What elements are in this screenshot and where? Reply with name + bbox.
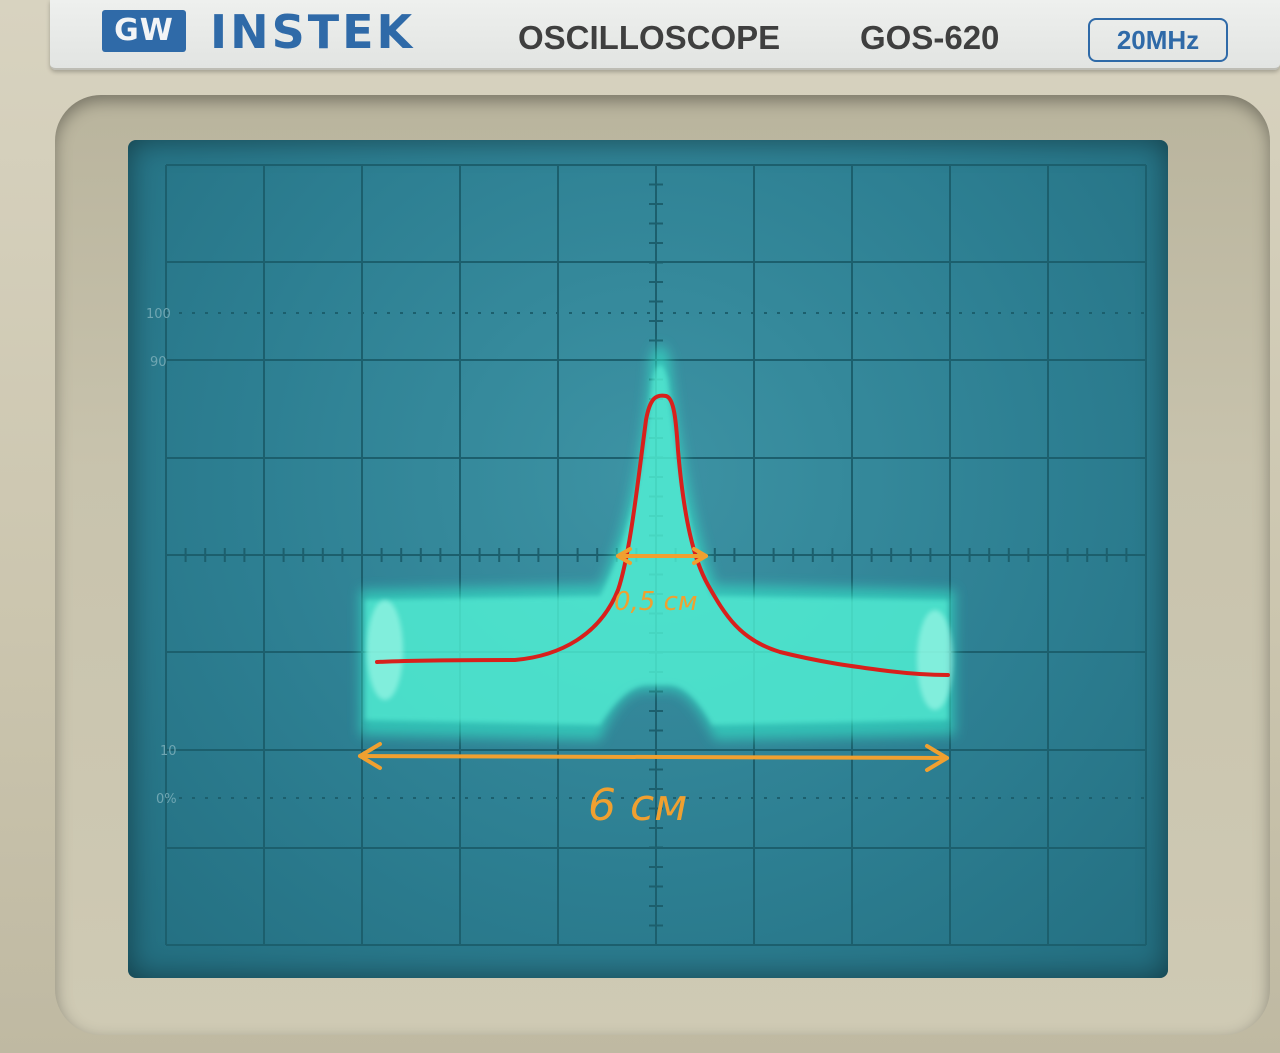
gw-logo: GW	[102, 10, 186, 52]
scale-label-0: 0%	[156, 792, 177, 807]
peak-width-label: 0,5 см	[614, 587, 698, 617]
model-label: GOS-620	[860, 19, 1000, 56]
scale-label-100: 100	[146, 307, 171, 322]
instek-logo: INSTEK	[210, 5, 416, 59]
span-width-arrow	[358, 742, 949, 772]
bandwidth-badge: 20MHz	[1088, 18, 1228, 62]
scale-label-90: 90	[150, 355, 167, 370]
sketch-curve	[375, 393, 950, 677]
peak-width-arrow	[616, 547, 708, 565]
device-type-label: OSCILLOSCOPE	[518, 19, 781, 56]
scale-label-10: 10	[160, 744, 177, 759]
nameplate: GW INSTEK OSCILLOSCOPE GOS-620 20MHz	[50, 0, 1280, 70]
span-width-label: 6 см	[588, 780, 687, 831]
trace-signal	[360, 345, 955, 740]
